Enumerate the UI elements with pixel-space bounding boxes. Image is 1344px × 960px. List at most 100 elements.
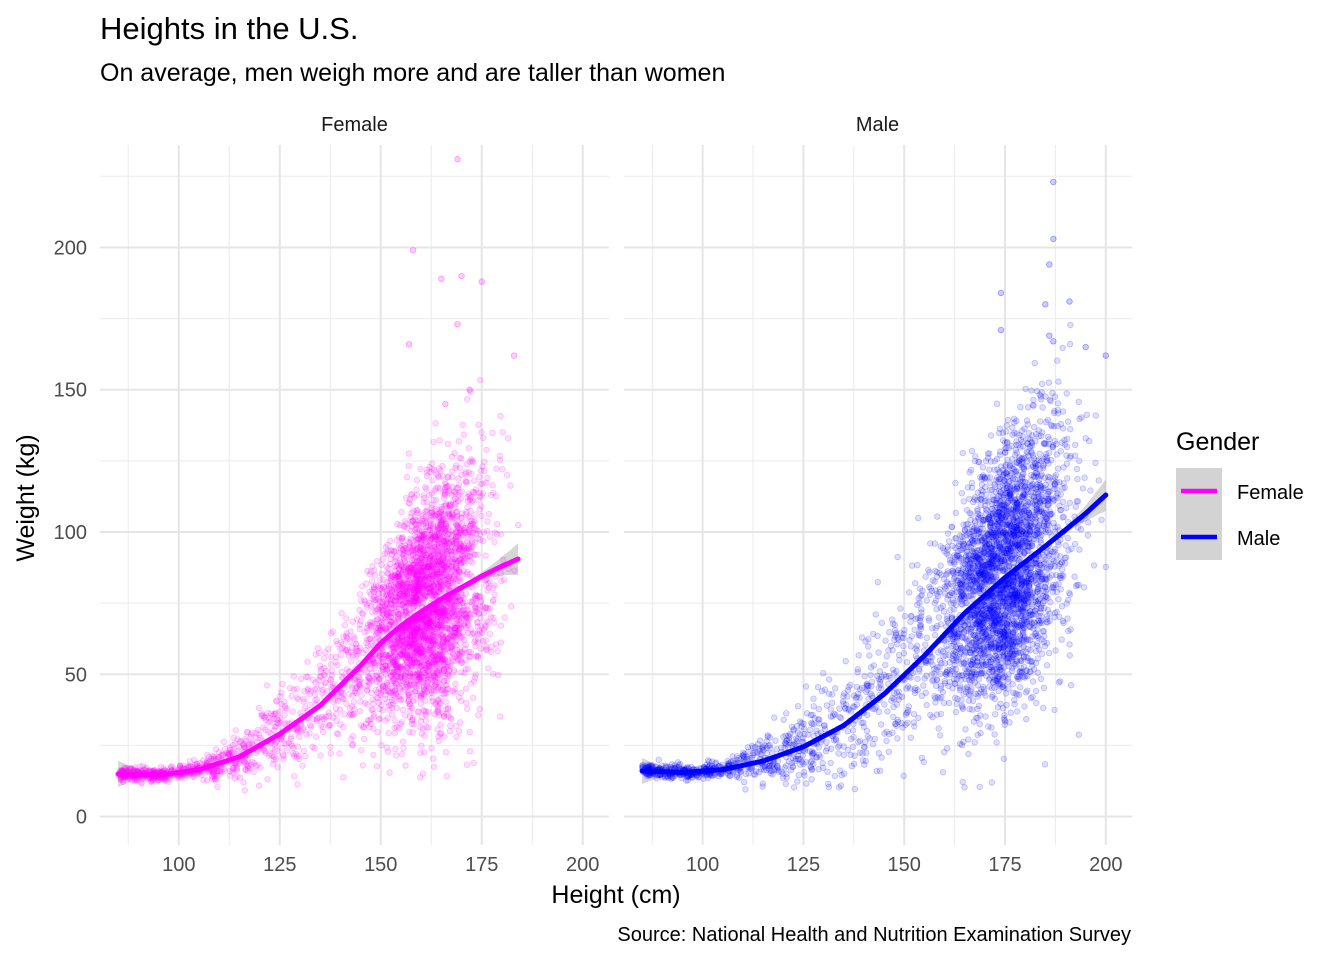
data-point: [394, 615, 402, 622]
data-point: [993, 400, 1001, 407]
data-point: [904, 719, 911, 726]
data-point: [456, 569, 464, 576]
data-point: [367, 568, 375, 575]
data-point: [465, 542, 473, 549]
data-point: [346, 705, 353, 712]
data-point-outlier: [466, 386, 473, 393]
data-point: [486, 605, 494, 612]
data-point: [408, 628, 416, 635]
data-point: [371, 660, 378, 667]
data-point: [330, 714, 337, 721]
data-point: [427, 645, 434, 652]
data-point: [420, 667, 427, 674]
data-point: [297, 675, 305, 683]
data-point: [420, 530, 427, 537]
data-point: [447, 714, 454, 721]
data-point: [216, 771, 223, 779]
data-point: [287, 733, 295, 740]
data-point: [514, 521, 522, 529]
data-point: [412, 593, 419, 601]
data-point: [453, 562, 460, 569]
data-point: [445, 625, 453, 633]
data-point: [366, 621, 374, 629]
data-point: [405, 691, 412, 699]
data-point: [476, 530, 484, 538]
data-point: [475, 636, 482, 643]
data-point: [251, 760, 258, 767]
data-point: [392, 555, 399, 562]
facet-female: Female: [100, 114, 609, 845]
facet-male: Male: [624, 114, 1132, 845]
data-point: [376, 577, 384, 584]
data-point-outlier: [405, 340, 413, 348]
data-point: [353, 651, 360, 658]
data-point: [411, 557, 419, 564]
data-point: [415, 626, 422, 633]
data-point: [411, 546, 418, 554]
data-point: [474, 619, 481, 626]
data-point: [384, 570, 391, 577]
data-point: [477, 614, 484, 621]
data-point: [376, 653, 383, 660]
data-point: [426, 590, 433, 597]
data-point: [1067, 682, 1075, 689]
data-point: [400, 566, 407, 574]
data-point: [447, 660, 454, 667]
data-point: [258, 710, 265, 717]
data-point: [252, 734, 260, 741]
data-point: [313, 733, 320, 740]
data-point: [302, 753, 309, 760]
data-point: [1075, 398, 1082, 405]
data-point: [406, 568, 414, 575]
data-point: [271, 710, 279, 718]
data-point: [478, 512, 485, 520]
data-point: [466, 729, 473, 736]
data-point: [433, 565, 440, 573]
data-point: [453, 508, 460, 516]
data-point: [241, 787, 248, 794]
data-point: [234, 761, 241, 768]
data-point: [391, 730, 399, 737]
data-point: [417, 583, 424, 590]
data-point: [264, 776, 271, 783]
data-point: [402, 762, 409, 769]
data-point: [415, 671, 422, 679]
data-point: [262, 716, 269, 723]
data-point: [472, 671, 479, 678]
data-point: [214, 783, 221, 790]
data-point: [293, 685, 300, 692]
data-point: [485, 510, 493, 518]
data-point: [462, 478, 469, 485]
data-point: [434, 484, 442, 491]
chart-subtitle: On average, men weigh more and are talle…: [100, 59, 725, 87]
data-point: [315, 714, 322, 721]
data-point: [397, 650, 404, 657]
data-point: [326, 722, 333, 729]
data-point: [392, 745, 399, 753]
facet-label-female: Female: [321, 114, 388, 136]
data-point: [289, 750, 297, 757]
data-point: [398, 561, 405, 568]
data-point: [392, 663, 400, 670]
data-point: [434, 679, 441, 686]
data-point: [413, 649, 420, 657]
data-point: [401, 654, 408, 661]
data-point: [422, 513, 429, 520]
data-point: [401, 637, 408, 644]
data-point: [480, 434, 487, 442]
data-point: [462, 685, 470, 692]
data-point: [405, 450, 412, 457]
data-point: [430, 582, 437, 589]
data-point: [430, 560, 438, 567]
data-point: [422, 677, 429, 684]
data-point: [450, 650, 457, 658]
data-point: [918, 692, 926, 699]
data-point: [437, 730, 444, 737]
data-point: [400, 744, 407, 752]
data-point: [340, 774, 347, 781]
data-point: [408, 491, 415, 498]
data-point: [368, 706, 375, 713]
data-point: [400, 643, 407, 650]
data-point: [456, 613, 463, 620]
data-point: [410, 590, 417, 597]
